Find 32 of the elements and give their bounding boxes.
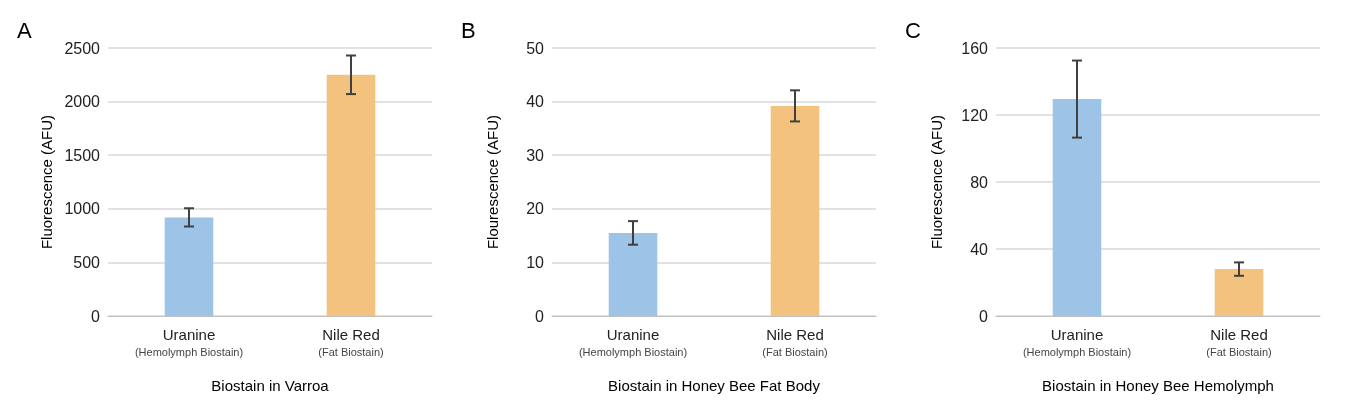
y-tick-label: 1000 <box>64 200 101 218</box>
y-tick-label: 1500 <box>64 146 101 164</box>
x-tick-label: Nile Red (Fat Biostain) <box>1206 325 1272 358</box>
chart-title: A <box>17 17 32 43</box>
y-tick-label: 30 <box>526 146 545 164</box>
y-axis-title: Fluorescence (AFU) <box>37 114 55 250</box>
y-tick-label: 500 <box>73 253 101 271</box>
x-tick-label: Uranine (Hemolymph Biostain) <box>134 325 244 358</box>
y-axis-title: Fluorescence (AFU) <box>928 114 945 250</box>
y-tick-label: 10 <box>526 253 545 271</box>
y-tick-label: 40 <box>970 240 989 258</box>
x-tick-label: Uranine (Hemolymph Biostain) <box>1022 325 1132 358</box>
y-tick-label: 0 <box>91 307 101 325</box>
y-tick-label: 0 <box>979 307 989 325</box>
x-axis-title: Biostain in Honey Bee Fat Body <box>608 377 821 394</box>
y-tick-label: 20 <box>526 200 545 218</box>
y-tick-label: 80 <box>970 173 989 191</box>
y-tick-label: 120 <box>961 106 989 124</box>
y-tick-label: 40 <box>526 93 545 111</box>
y-tick-label: 0 <box>535 307 545 325</box>
y-tick-label: 160 <box>961 39 989 57</box>
chart-title: C <box>905 17 921 43</box>
x-tick-label: Nile Red (Fat Biostain) <box>762 325 828 358</box>
y-tick-label: 2500 <box>64 39 101 57</box>
y-tick-label: 2000 <box>64 93 101 111</box>
y-axis-title: Flourescence (AFU) <box>484 114 501 250</box>
x-axis-title: Biostain in Honey Bee Hemolymph <box>1042 377 1274 394</box>
x-axis-title: Biostain in Varroa <box>211 377 330 394</box>
chart-title: B <box>461 17 476 43</box>
x-tick-label: Uranine (Hemolymph Biostain) <box>578 325 688 358</box>
x-tick-label: Nile Red (Fat Biostain) <box>318 325 384 358</box>
y-tick-label: 50 <box>526 39 545 57</box>
